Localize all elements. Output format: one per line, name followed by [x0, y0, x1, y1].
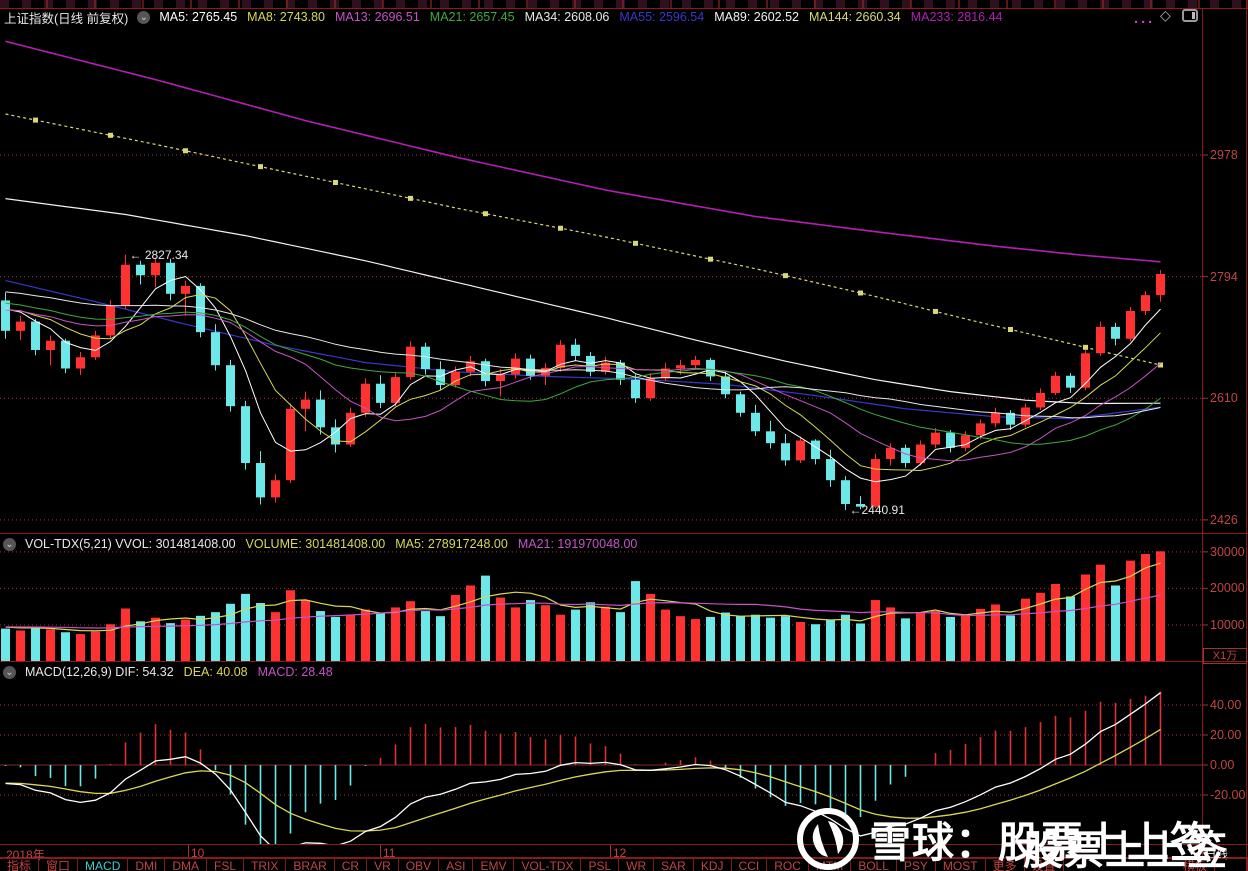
volume-header: ⌄ VOL-TDX(5,21) VVOL: 301481408.00 VOLUME…: [3, 536, 637, 552]
indicator-tab-brar[interactable]: BRAR: [286, 858, 335, 871]
ma-value: MA21: 2657.45: [429, 10, 515, 24]
indicator-tab-窗口[interactable]: 窗口: [39, 858, 79, 871]
indicator-tab-vol-tdx[interactable]: VOL-TDX: [514, 858, 582, 871]
volume-value: MA5: 278917248.00: [395, 537, 508, 551]
date-label: 2: [1058, 846, 1065, 860]
indicator-tab-cr[interactable]: CR: [334, 858, 368, 871]
collapse-chevron-icon[interactable]: ⌄: [3, 665, 16, 679]
price-annotation: ← 2827.34: [129, 247, 189, 262]
indicator-tab-trix[interactable]: TRIX: [244, 858, 287, 871]
volume-value: MA21: 191970048.00: [517, 537, 638, 551]
indicator-tab-dma[interactable]: DMA: [165, 858, 208, 871]
watermark-ghost-text: 股票上上签: [1023, 829, 1228, 871]
tab-landscape[interactable]: 横板: [1175, 858, 1215, 871]
date-label: 11: [383, 846, 396, 860]
macd-value: MACD: 28.48: [257, 665, 333, 679]
ma-value: MA233: 2816.44: [910, 10, 1003, 24]
volume-tick-label: 20000: [1210, 581, 1245, 596]
indicator-tab-psl[interactable]: PSL: [581, 858, 620, 871]
indicator-tab-kdj[interactable]: KDJ: [693, 858, 732, 871]
indicator-tab-obv[interactable]: OBV: [398, 858, 440, 871]
toolbar-remnant: [0, 0, 1248, 8]
indicator-tab-asi[interactable]: ASI: [439, 858, 474, 871]
volume-value: VOLUME: 301481408.00: [245, 537, 386, 551]
indicator-tab-dmi[interactable]: DMI: [128, 858, 166, 871]
ma-value: MA5: 2765.45: [159, 10, 238, 24]
xueqiu-logo-icon: [797, 808, 859, 870]
macd-tick-label: 0.00: [1210, 758, 1235, 772]
ma-legend: MA5: 2765.45 MA8: 2743.80 MA13: 2696.51 MA2…: [159, 10, 1002, 24]
volume-tick-label: 30000: [1210, 544, 1245, 559]
indicator-tab-psy[interactable]: PSY: [896, 858, 936, 871]
price-tick-label: 2426: [1210, 512, 1238, 527]
macd-value: DEA: 40.08: [183, 665, 248, 679]
indicator-tab-bar: 指标 窗口 MACD DMI DMA FSL TRIX BRAR CR VR OBV ASI EMV VO…: [0, 858, 1248, 871]
indicator-tab-roc[interactable]: ROC: [767, 858, 809, 871]
volume-tick-label: 10000: [1210, 617, 1245, 632]
macd-tick-label: 40.00: [1210, 698, 1242, 712]
indicator-tab-fsl[interactable]: FSL: [207, 858, 245, 871]
indicator-tab-更多[interactable]: 更多: [985, 858, 1025, 871]
panel-toggle-icon[interactable]: [1182, 9, 1198, 22]
macd-tick-label: -20.00: [1210, 788, 1246, 802]
price-tick-label: 2794: [1210, 269, 1238, 284]
diamond-icon[interactable]: ◇: [1160, 7, 1171, 23]
indicator-tab-cci[interactable]: CCI: [731, 858, 768, 871]
macd-header: ⌄ MACD(12,26,9) DIF: 54.32 DEA: 40.08 MACD…: [3, 664, 333, 680]
price-tick-label: 2978: [1210, 148, 1238, 162]
macd-legend: MACD(12,26,9) DIF: 54.32 DEA: 40.08 MACD: …: [25, 665, 333, 679]
date-label: 12: [613, 846, 627, 860]
indicator-tab-macd[interactable]: MACD: [78, 858, 129, 871]
indicator-tab-指标[interactable]: 指标: [0, 858, 40, 871]
more-dots-icon[interactable]: ···: [1134, 14, 1155, 31]
price-annotation: ←2440.91: [849, 503, 905, 518]
macd-value: MACD(12,26,9) DIF: 54.32: [25, 665, 174, 679]
indicator-tab-设置[interactable]: 设置: [1024, 858, 1064, 871]
volume-legend: VOL-TDX(5,21) VVOL: 301481408.00 VOLUME: …: [25, 537, 637, 551]
ma-value: MA13: 2696.51: [335, 10, 420, 24]
date-label: 10: [191, 846, 205, 860]
ma-value: MA89: 2602.52: [714, 10, 799, 24]
indicator-tab-boll[interactable]: BOLL: [851, 858, 897, 871]
ma-value: MA55: 2596.54: [619, 10, 705, 24]
indicator-tab-sar[interactable]: SAR: [654, 858, 694, 871]
macd-tick-label: 20.00: [1210, 728, 1242, 742]
ma-value: MA8: 2743.80: [247, 10, 325, 24]
watermark-text: 雪球：股票上上签: [869, 818, 1214, 866]
collapse-chevron-icon[interactable]: ⌄: [137, 10, 151, 24]
indicator-tab-wr[interactable]: WR: [619, 858, 655, 871]
volume-value: VOL-TDX(5,21) VVOL: 301481408.00: [25, 537, 236, 551]
symbol-title: 上证指数(日线 前复权): [4, 11, 129, 26]
indicator-tab-vr[interactable]: VR: [367, 858, 399, 871]
tab-bar-spacer: [1063, 858, 1176, 871]
indicator-tab-most[interactable]: MOST: [935, 858, 986, 871]
collapse-chevron-icon[interactable]: ⌄: [3, 537, 16, 551]
indicator-tabs: 指标 窗口 MACD DMI DMA FSL TRIX BRAR CR VR OBV ASI EMV VO…: [0, 858, 1064, 871]
ma-value: MA34: 2608.06: [524, 10, 610, 24]
main-chart-header: 上证指数(日线 前复权) ⌄ MA5: 2765.45 MA8: 2743.80 M…: [4, 9, 1002, 26]
ma-value: MA144: 2660.34: [808, 10, 901, 24]
indicator-tab-emv[interactable]: EMV: [473, 858, 515, 871]
volume-unit-label: X1万: [1203, 648, 1247, 664]
price-tick-label: 2610: [1210, 391, 1238, 406]
watermark: 雪球：股票上上签 股票上上签: [795, 806, 1227, 871]
